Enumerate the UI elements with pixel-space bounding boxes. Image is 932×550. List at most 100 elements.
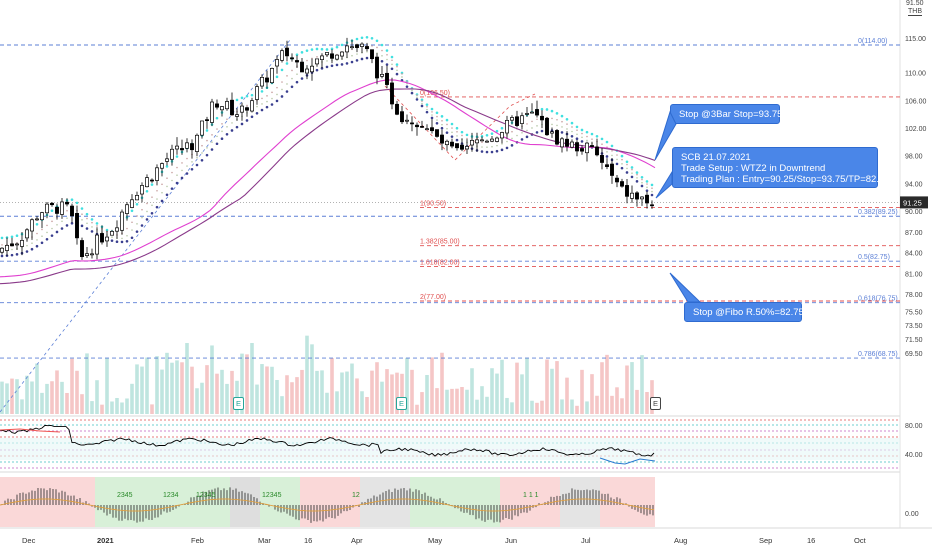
- candle-body: [180, 148, 184, 151]
- price-tick-label: 90.00: [905, 209, 923, 216]
- navy-dots-dot: [40, 241, 44, 245]
- candle-body: [325, 52, 329, 56]
- olive-dots-dot: [81, 219, 83, 221]
- candle-body: [75, 213, 79, 239]
- cyan-dots-dot: [205, 129, 209, 132]
- olive-dots-dot: [206, 147, 208, 149]
- navy-dots-dot: [130, 236, 134, 240]
- cyan-dots-dot: [495, 129, 499, 133]
- osc-count-label: 12: [352, 492, 360, 499]
- navy-dots-dot: [240, 122, 244, 126]
- volume-bar: [580, 369, 584, 414]
- volume-bar: [585, 401, 589, 414]
- grey-dots-dot: [286, 75, 288, 77]
- pointer: [669, 272, 702, 303]
- cyan-dots-dot: [550, 109, 554, 113]
- navy-dots-dot: [110, 239, 114, 242]
- grey-dots-dot: [616, 154, 618, 156]
- trade-setup-callout[interactable]: SCB 21.07.2021 Trade Setup : WTZ2 in Dow…: [672, 147, 890, 188]
- navy-dots-dot: [155, 205, 159, 209]
- candle-body: [280, 50, 284, 61]
- navy-dots-dot: [295, 80, 299, 84]
- osc-tick-label: 0.00: [905, 511, 919, 518]
- grey-dots-dot: [51, 220, 53, 223]
- candle-body: [120, 211, 124, 231]
- grey-dots-dot: [146, 202, 148, 205]
- candle-body: [15, 243, 19, 246]
- navy-dots-dot: [215, 142, 219, 146]
- fib-level-label: 0(114.00): [858, 38, 887, 45]
- stop-fibo-callout[interactable]: Stop @Fibo R.50%=82.75: [684, 302, 804, 322]
- olive-dots-dot: [491, 145, 493, 148]
- grey-dots-dot: [581, 132, 583, 135]
- navy-dots-dot: [245, 119, 249, 122]
- currency-label: THB: [908, 8, 922, 16]
- grey-dots-dot: [621, 158, 623, 161]
- volume-bar: [95, 380, 99, 414]
- candle-body: [220, 106, 224, 111]
- candlesticks[interactable]: [0, 37, 654, 260]
- navy-dots-dot: [300, 77, 304, 80]
- olive-dots-dot: [566, 128, 568, 130]
- candle-body: [335, 54, 339, 60]
- candle-body: [490, 138, 494, 142]
- fib-level-label: 0.618(76.75): [858, 296, 898, 303]
- cyan-dots-dot: [625, 160, 629, 164]
- navy-dots-dot: [280, 95, 284, 98]
- candle-body: [140, 185, 144, 195]
- navy-dots-dot: [520, 138, 524, 141]
- candle-body: [615, 177, 619, 183]
- earnings-marker[interactable]: E: [396, 397, 407, 410]
- volume-bar: [265, 366, 269, 414]
- rsi-band: [0, 438, 900, 460]
- olive-dots-dot: [496, 144, 498, 147]
- grey-dots-dot: [441, 119, 443, 122]
- candle-body: [65, 201, 69, 205]
- grey-dots-dot: [181, 162, 183, 164]
- candle-body: [620, 181, 624, 187]
- navy-dots-dot: [360, 57, 364, 61]
- volume-bar: [380, 381, 384, 414]
- price-axis[interactable]: 115.00 110.00 106.00 102.00 98.00 94.00 90.00 8…: [900, 36, 928, 358]
- price-tick-label: 71.50: [905, 337, 923, 344]
- grey-dots-dot: [46, 224, 48, 227]
- candle-body: [385, 72, 389, 85]
- earnings-marker[interactable]: E: [233, 397, 244, 410]
- grey-dots-dot: [271, 91, 273, 94]
- volume-bar: [420, 392, 424, 414]
- volume-bar: [105, 358, 109, 414]
- volume-bar: [145, 357, 149, 414]
- cyan-dots-dot: [150, 183, 154, 186]
- volume-bar: [530, 400, 534, 414]
- cyan-dots-dot: [610, 144, 614, 148]
- candle-body: [90, 253, 94, 256]
- volume-bar: [465, 389, 469, 414]
- time-axis[interactable]: Dec 2021 Feb Mar 16 Apr May Jun Jul Aug Sep 16 Oct: [22, 536, 867, 545]
- candle-body: [575, 142, 579, 152]
- grey-dots-dot: [536, 118, 538, 121]
- price-tick-label: 106.00: [905, 98, 927, 105]
- olive-dots-dot: [296, 73, 298, 75]
- cyan-dots-dot: [335, 45, 339, 49]
- osc-count-label: 1 1 1: [523, 492, 539, 499]
- olive-dots-dot: [36, 239, 38, 241]
- stop-3bar-callout[interactable]: Stop @3Bar Stop=93.75: [670, 104, 782, 124]
- navy-dots-dot: [190, 167, 194, 171]
- candle-body: [350, 46, 354, 49]
- grey-dots-dot: [391, 59, 393, 62]
- trend-line: [0, 39, 291, 413]
- candle-body: [175, 145, 179, 150]
- olive-dots-dot: [646, 186, 648, 189]
- volume-bar: [220, 369, 224, 414]
- time-tick-label: Dec: [22, 536, 36, 545]
- navy-dots-dot: [165, 193, 169, 197]
- navy-dots-dot: [270, 103, 274, 106]
- grey-dots-dot: [201, 144, 203, 147]
- grey-dots-dot: [481, 141, 483, 144]
- volume-bar: [150, 404, 154, 414]
- volume-bar: [350, 363, 354, 414]
- olive-dots-dot: [641, 181, 643, 184]
- earnings-marker[interactable]: E: [650, 397, 661, 410]
- volume-bar: [215, 373, 219, 414]
